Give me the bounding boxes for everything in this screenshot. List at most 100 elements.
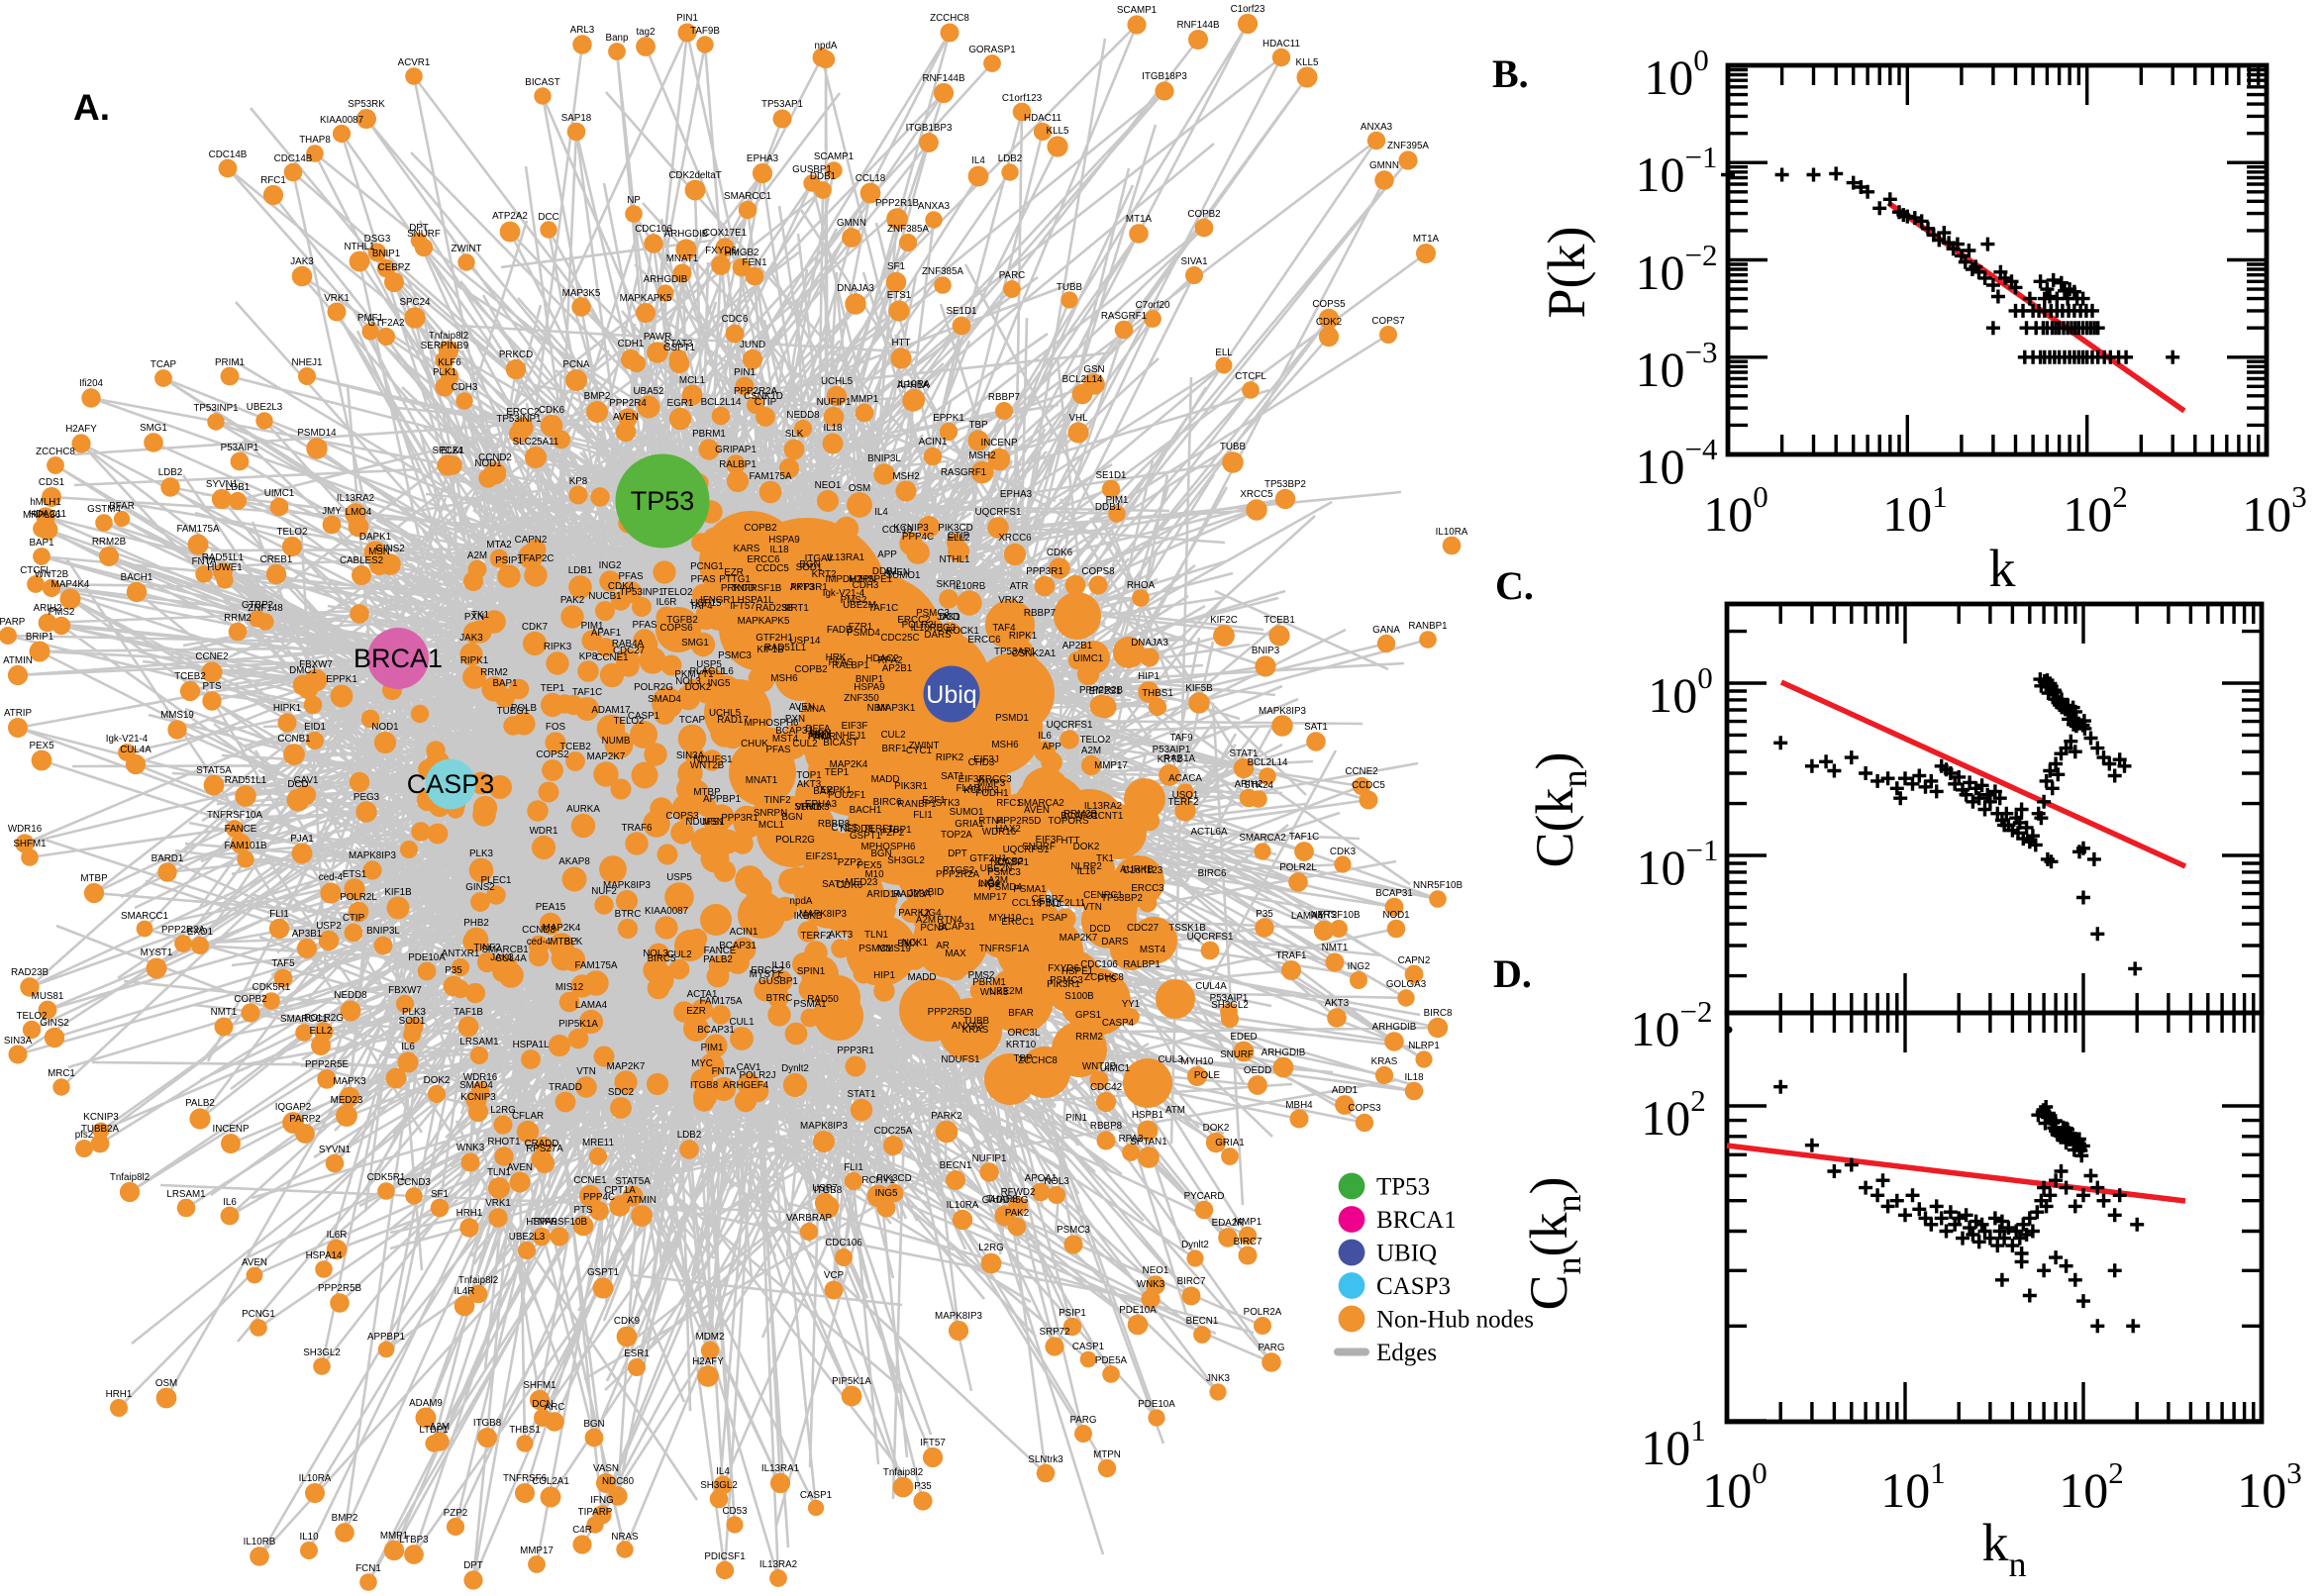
svg-text:NEDD8: NEDD8 [786,410,820,421]
svg-text:PRKCD: PRKCD [499,349,533,360]
svg-text:PMS2: PMS2 [841,595,867,606]
svg-text:AP3B1: AP3B1 [292,929,323,940]
svg-text:MTBP: MTBP [693,787,721,798]
svg-text:JMY: JMY [908,888,928,899]
svg-text:EPPK1: EPPK1 [820,785,852,796]
svg-text:Igk-V21-4: Igk-V21-4 [823,588,865,599]
svg-text:MSH2: MSH2 [968,450,995,461]
svg-text:SKP2: SKP2 [936,579,960,590]
svg-text:STAT5A: STAT5A [615,1176,651,1187]
svg-text:MAPKAPK5: MAPKAPK5 [738,616,790,627]
svg-text:k: k [1989,539,2016,598]
svg-text:MMS19: MMS19 [877,944,911,954]
svg-text:NLRP2: NLRP2 [1070,861,1102,872]
svg-text:POLR2G: POLR2G [304,1013,344,1024]
svg-text:THBS1: THBS1 [1142,688,1173,699]
svg-text:SAT1: SAT1 [822,879,846,890]
svg-text:PSMC3: PSMC3 [1057,1225,1090,1236]
svg-text:EDA2R: EDA2R [1212,1218,1245,1229]
svg-text:INCENP: INCENP [212,1124,249,1135]
svg-text:RRM2B: RRM2B [1063,809,1098,820]
svg-text:GORASP1: GORASP1 [968,45,1015,55]
svg-text:ING2: ING2 [978,879,1001,890]
svg-text:A2M: A2M [430,1422,450,1433]
svg-text:NUFIP1: NUFIP1 [817,397,852,408]
svg-text:CDK6: CDK6 [837,880,863,891]
svg-text:100: 100 [1644,43,1709,105]
svg-text:SAP18: SAP18 [561,113,592,124]
svg-text:ITGB8: ITGB8 [814,1185,843,1196]
svg-text:NUCB1: NUCB1 [588,591,621,602]
svg-text:DFFA: DFFA [805,724,831,735]
svg-text:PSIP1: PSIP1 [1059,1308,1086,1319]
svg-text:DNAJA3: DNAJA3 [1131,638,1168,648]
svg-text:MIS12: MIS12 [556,982,583,993]
svg-text:OSM: OSM [849,483,870,494]
svg-text:ATRIP: ATRIP [4,708,33,719]
svg-text:GRIA1: GRIA1 [955,819,983,830]
svg-text:STAT3: STAT3 [663,339,693,349]
svg-text:WDR1: WDR1 [530,826,558,837]
svg-text:RBBP7: RBBP7 [988,392,1020,403]
svg-text:MYC: MYC [691,1058,713,1069]
svg-text:P35: P35 [445,965,462,976]
svg-text:HRH1: HRH1 [456,1208,483,1219]
svg-text:UQCRFS1: UQCRFS1 [1187,932,1234,943]
svg-text:SNURF: SNURF [407,229,441,240]
svg-text:ITGB18P3: ITGB18P3 [1142,71,1187,82]
svg-text:FAM175A: FAM175A [176,524,219,535]
svg-text:PCNG1: PCNG1 [242,1309,275,1320]
svg-text:BCL2L11: BCL2L11 [1046,898,1085,909]
svg-text:EXO1: EXO1 [187,927,213,938]
svg-text:BRCA1: BRCA1 [1376,1207,1457,1234]
svg-text:WDR16: WDR16 [8,824,43,835]
svg-text:TK1: TK1 [812,730,830,741]
svg-text:NTHL1: NTHL1 [939,554,969,565]
svg-text:C4R: C4R [572,1525,592,1536]
svg-text:ERCC6: ERCC6 [967,635,1001,646]
svg-text:TK1: TK1 [471,610,489,621]
svg-text:ELL2: ELL2 [948,533,970,544]
svg-text:RIPK3: RIPK3 [544,642,572,652]
svg-text:IL10: IL10 [299,1532,319,1543]
svg-text:ING5: ING5 [708,678,731,689]
svg-text:CCNE2: CCNE2 [195,651,228,662]
svg-text:GMNN: GMNN [1369,160,1399,171]
svg-text:KLF6: KLF6 [438,357,461,368]
svg-text:SH3GL2: SH3GL2 [700,1480,738,1491]
svg-text:UCHL5: UCHL5 [821,376,854,387]
svg-text:PIP5K1A: PIP5K1A [558,1019,598,1030]
svg-text:AKT3: AKT3 [790,582,815,593]
svg-text:MST4: MST4 [1140,945,1166,955]
svg-text:ARHGDIB: ARHGDIB [664,229,709,240]
svg-text:TINF2: TINF2 [473,943,500,953]
svg-text:CDK2: CDK2 [1316,317,1342,328]
svg-text:RAD23B: RAD23B [756,603,794,614]
svg-text:CDC25A: CDC25A [874,1126,913,1137]
svg-text:BECN1: BECN1 [940,1160,972,1171]
svg-text:SIVA1: SIVA1 [1180,256,1207,267]
svg-text:CRADD: CRADD [525,1139,559,1149]
svg-text:SMARCC1: SMARCC1 [724,191,771,202]
svg-text:DDB1: DDB1 [872,566,898,577]
svg-text:PCNA: PCNA [920,923,948,934]
svg-text:TNFRSF1B: TNFRSF1B [732,583,782,594]
svg-text:MED23: MED23 [846,877,878,888]
svg-text:HMGB2: HMGB2 [725,248,759,258]
svg-text:P53AIP1: P53AIP1 [1210,993,1249,1004]
svg-text:MRC1: MRC1 [48,1068,75,1079]
svg-text:SMAD4: SMAD4 [648,694,681,705]
svg-text:IQGAP2: IQGAP2 [275,1102,311,1113]
svg-text:RRM2: RRM2 [480,667,508,678]
svg-text:BCAP31: BCAP31 [938,922,975,933]
svg-text:IFNG: IFNG [590,1495,613,1506]
svg-text:BLK: BLK [564,937,583,948]
svg-text:UBE2N: UBE2N [980,863,1013,874]
svg-text:PARK2: PARK2 [898,908,929,919]
svg-text:CDK6: CDK6 [1047,548,1073,558]
svg-text:APOA1: APOA1 [1025,1173,1058,1184]
svg-text:DOK2: DOK2 [424,1075,451,1086]
svg-text:MCL1: MCL1 [758,820,784,831]
svg-text:IKBKB: IKBKB [794,911,823,922]
svg-text:PIP5K1A: PIP5K1A [832,1376,871,1387]
